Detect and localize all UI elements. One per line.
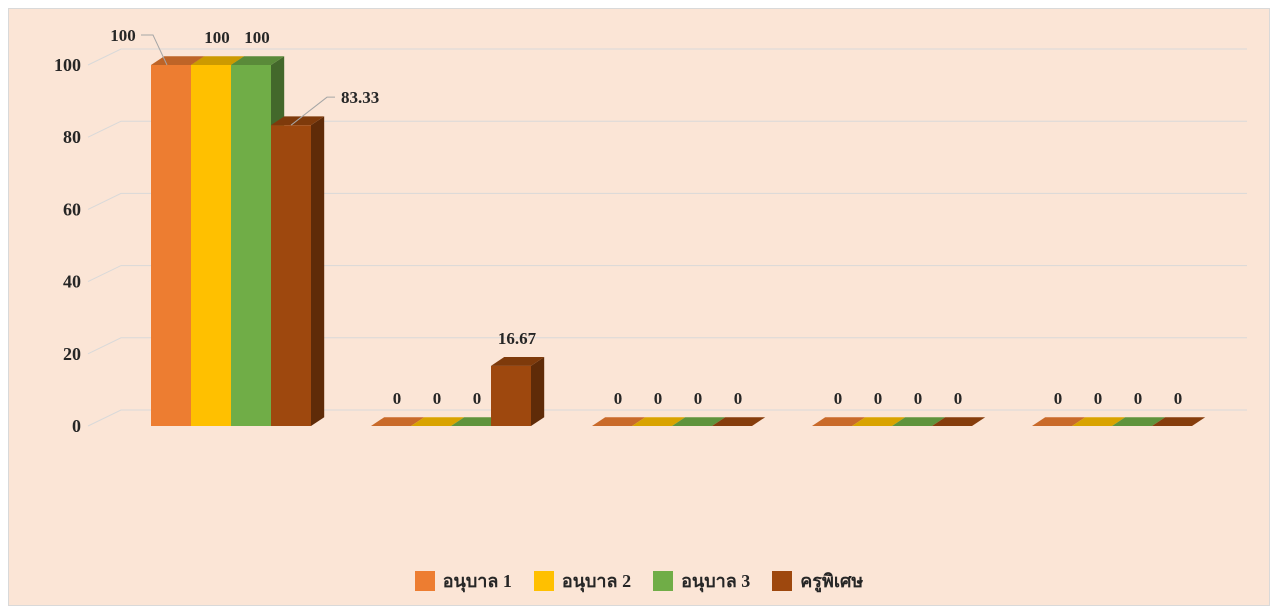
- bar: [672, 417, 726, 426]
- gridlines: [87, 48, 1247, 427]
- legend-item: อนุบาล 2: [533, 566, 632, 595]
- gridline: [87, 48, 1247, 66]
- legend-label: อนุบาล 1: [442, 571, 512, 591]
- data-label: 0: [1134, 389, 1143, 408]
- data-label: 0: [954, 389, 963, 408]
- bar: [592, 417, 646, 426]
- bar: [1112, 417, 1166, 426]
- y-tick-label: 0: [72, 416, 81, 436]
- gridline: [87, 337, 1247, 355]
- bar: [932, 417, 986, 426]
- data-label: 83.33: [341, 88, 379, 107]
- bar: [712, 417, 766, 426]
- bar: [451, 417, 505, 426]
- data-label: 0: [874, 389, 883, 408]
- data-label: 0: [393, 389, 402, 408]
- bar: [852, 417, 906, 426]
- legend-swatch: [653, 570, 674, 591]
- y-tick-label: 60: [63, 199, 81, 219]
- data-label: 100: [244, 28, 270, 47]
- legend-item: อนุบาล 1: [414, 566, 512, 595]
- gridline: [87, 265, 1247, 283]
- data-label: 0: [1054, 389, 1063, 408]
- chart-area: 0 20 40 60 80 100 100 100 100 83.33 0 0 0 16.67 0 0 0 0 0…: [8, 8, 1270, 606]
- data-label: 0: [834, 389, 843, 408]
- data-label: 0: [734, 389, 743, 408]
- bar: [1152, 417, 1206, 426]
- data-label: 0: [1094, 389, 1103, 408]
- data-label: 0: [1174, 389, 1183, 408]
- gridline: [87, 120, 1247, 138]
- bars: [151, 56, 1206, 427]
- legend-label: อนุบาล 2: [561, 571, 632, 591]
- bar: [892, 417, 946, 426]
- leader-line: [290, 96, 335, 126]
- legend-label: อนุบาล 3: [681, 571, 751, 591]
- bar: [812, 417, 866, 426]
- legend-item: อนุบาล 3: [653, 566, 750, 595]
- y-tick-label: 100: [54, 55, 81, 75]
- legend-item: ครูพิเศษ: [772, 566, 863, 595]
- legend-swatch: [414, 570, 435, 591]
- y-axis-ticks: 0 20 40 60 80 100: [54, 55, 81, 436]
- y-tick-label: 40: [63, 272, 81, 292]
- bar: [271, 116, 325, 427]
- legend: อนุบาล 1 อนุบาล 2 อนุบาล 3 ครูพิเศษ: [9, 566, 1269, 595]
- bar: [411, 417, 465, 426]
- data-label: 0: [654, 389, 663, 408]
- data-label: 16.67: [498, 329, 537, 348]
- y-tick-label: 80: [63, 127, 81, 147]
- legend-label: ครูพิเศษ: [800, 571, 864, 591]
- bar: [491, 357, 545, 426]
- data-label: 0: [473, 389, 482, 408]
- bar: [1072, 417, 1126, 426]
- data-label: 0: [614, 389, 623, 408]
- bar: [632, 417, 686, 426]
- gridline: [87, 409, 1247, 427]
- data-label: 0: [694, 389, 703, 408]
- legend-swatch: [772, 570, 793, 591]
- legend-swatch: [533, 570, 554, 591]
- data-label: 100: [204, 28, 230, 47]
- data-labels: 100 100 100 83.33 0 0 0 16.67 0 0 0 0 0 0 0 0 0 0 0 0: [110, 26, 1182, 408]
- leader-line: [141, 34, 168, 66]
- y-tick-label: 20: [63, 344, 81, 364]
- data-label: 0: [914, 389, 923, 408]
- data-label: 0: [433, 389, 442, 408]
- bar: [1032, 417, 1086, 426]
- gridline: [87, 192, 1247, 210]
- bar: [371, 417, 425, 426]
- data-label: 100: [110, 26, 136, 45]
